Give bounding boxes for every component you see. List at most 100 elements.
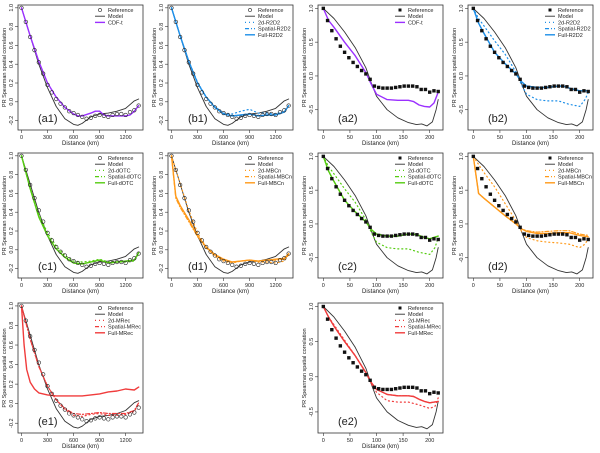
x-tick-label: 100	[372, 438, 381, 444]
x-tick-label: 300	[43, 283, 52, 289]
legend-item: CDF-t	[395, 20, 423, 26]
reference-point	[351, 60, 355, 65]
x-axis-label: Distance (km)	[62, 141, 99, 147]
reference-point	[376, 387, 381, 391]
x-tick-label: 200	[425, 135, 434, 141]
reference-point	[359, 68, 364, 73]
reference-point	[355, 212, 360, 217]
x-tick-label: 0	[20, 135, 23, 141]
y-tick-label: 0.2	[9, 380, 15, 388]
reference-point	[173, 19, 178, 25]
reference-point	[347, 204, 351, 208]
legend-label: Full-MBCn	[258, 181, 284, 187]
reference-point	[368, 225, 372, 230]
y-axis-label: PR Spearman spatial correlation	[302, 28, 308, 107]
reference-point	[23, 167, 28, 173]
x-tick-label: 150	[399, 283, 408, 289]
reference-point	[423, 235, 428, 240]
legend-label: Spatial-dOTC	[408, 175, 441, 181]
reference-point	[522, 232, 527, 236]
reference-point	[260, 260, 265, 266]
reference-point	[518, 77, 522, 82]
reference-point	[432, 89, 436, 93]
reference-point	[432, 237, 436, 241]
reference-point	[230, 114, 235, 119]
reference-point	[552, 84, 556, 88]
reference-point	[492, 198, 497, 202]
reference-point	[195, 230, 200, 235]
y-tick-label: 0.8	[9, 322, 15, 330]
legend-label: Model	[258, 14, 273, 20]
reference-point	[173, 167, 178, 173]
reference-point	[415, 85, 419, 89]
x-tick-label: 150	[399, 135, 408, 141]
series-reference	[169, 153, 291, 269]
reference-point	[484, 185, 488, 189]
x-tick-label: 0	[20, 283, 23, 289]
legend-item: Model	[245, 14, 273, 20]
reference-point	[23, 318, 28, 323]
y-tick-label: 0.0	[159, 246, 165, 254]
reference-point	[225, 112, 230, 118]
legend-label: CDF-t	[108, 20, 123, 26]
series-model-line	[322, 7, 439, 127]
legend-item: Reference	[548, 8, 583, 14]
reference-point	[45, 383, 50, 389]
reference-point	[381, 234, 385, 238]
x-tick-label: 1200	[120, 438, 132, 444]
reference-point	[475, 166, 480, 171]
y-tick-label: 0.2	[9, 79, 15, 87]
x-tick-label: 200	[575, 283, 584, 289]
legend-label: Full-MRec	[408, 331, 433, 337]
legend-item: Full-R2D2	[245, 33, 283, 39]
legend-label: Spatial-R2D2	[258, 27, 291, 33]
plot-area	[471, 6, 590, 127]
reference-point	[54, 244, 59, 250]
reference-point	[273, 112, 278, 118]
plot-area	[321, 304, 440, 430]
reference-point	[364, 220, 368, 224]
reference-point	[49, 391, 54, 397]
reference-point	[208, 101, 213, 106]
series-reference	[471, 154, 590, 242]
reference-point	[114, 259, 120, 265]
reference-point	[277, 110, 283, 115]
y-tick-label: -0.5	[309, 407, 315, 416]
reference-point	[71, 258, 76, 264]
reference-point	[569, 87, 573, 92]
series-2d-mrec-line	[20, 305, 140, 417]
reference-point	[321, 6, 326, 11]
reference-point	[178, 182, 183, 188]
reference-point	[582, 89, 586, 93]
reference-point	[67, 411, 72, 416]
y-tick-label: 0.0	[309, 220, 315, 228]
y-tick-label: 0.5	[309, 186, 315, 194]
y-tick-label: 0.0	[9, 400, 15, 408]
reference-point	[432, 390, 436, 394]
reference-point	[501, 208, 505, 213]
legend-label: 2d-dOTC	[408, 168, 431, 174]
reference-point	[436, 391, 440, 395]
reference-point	[321, 304, 326, 309]
reference-point	[535, 86, 539, 90]
reference-point	[136, 405, 141, 410]
reference-point	[338, 192, 343, 196]
x-axis-label: Distance (km)	[362, 444, 399, 450]
reference-point	[41, 219, 46, 224]
reference-point	[71, 413, 76, 418]
legend-label: CDF-t	[408, 20, 423, 26]
reference-point	[127, 258, 133, 263]
reference-point	[582, 237, 586, 241]
reference-point	[543, 85, 548, 90]
y-axis-label: PR Spearman spatial correlation	[452, 28, 458, 107]
x-axis-label: Distance (km)	[512, 141, 549, 147]
y-tick-label: 0.5	[309, 338, 315, 346]
legend-item: Model	[545, 14, 573, 20]
reference-point	[80, 417, 85, 422]
y-axis-label: PR Spearman spatial correlation	[2, 176, 8, 255]
legend-item: Model	[395, 162, 423, 168]
legend-label: Model	[258, 162, 273, 168]
legend-label: Reference	[558, 156, 583, 162]
x-tick-label: 300	[193, 283, 202, 289]
x-tick-label: 0	[322, 135, 325, 141]
